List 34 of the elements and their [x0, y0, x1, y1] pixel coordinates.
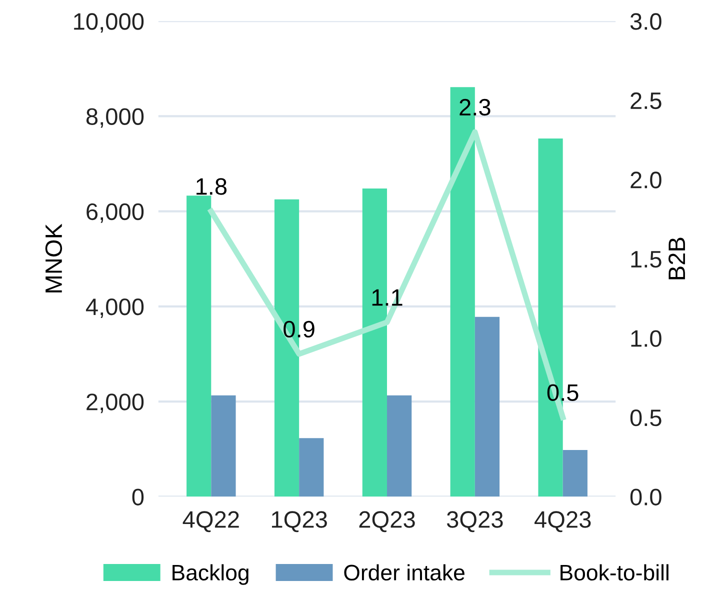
x-tick-label: 1Q23: [272, 511, 327, 532]
legend-label: Backlog: [172, 564, 248, 585]
data-label: 0.9: [284, 320, 314, 338]
y2-tick-label: 0.0: [630, 488, 662, 506]
y-tick-label: 4,000: [86, 298, 144, 318]
y2-tick-label: 2.0: [630, 172, 662, 188]
bar: [387, 395, 412, 497]
bar: [299, 438, 324, 497]
bar: [474, 316, 500, 497]
y-tick-label: 0: [132, 488, 144, 506]
y2-tick-label: 0.5: [630, 409, 662, 426]
data-label: 1.1: [372, 289, 402, 306]
y2-tick-label: 1.0: [631, 330, 662, 347]
y-axis-title: MNOK: [45, 224, 62, 292]
y-tick-label: 8,000: [86, 108, 144, 128]
legend-label: Book-to-bill: [560, 564, 668, 581]
data-label: 1.8: [196, 178, 227, 195]
bar: [211, 395, 236, 497]
y-tick-label: 2,000: [86, 394, 144, 414]
x-tick-label: 4Q23: [534, 511, 591, 532]
data-label: 2.3: [460, 98, 490, 116]
legend-label: Order intake: [344, 564, 464, 581]
bar: [186, 196, 212, 497]
x-tick-label: 2Q23: [359, 511, 415, 532]
x-tick-label: 4Q22: [182, 511, 239, 532]
y2-tick-label: 2.5: [630, 92, 662, 110]
y2-axis-title: B2B: [668, 238, 685, 280]
y2-tick-label: 3.0: [630, 13, 662, 30]
data-label: 0.5: [547, 384, 578, 401]
y-tick-label: 10,000: [74, 13, 144, 33]
bar: [562, 450, 588, 497]
y2-tick-label: 1.5: [631, 251, 662, 268]
x-tick-label: 3Q23: [446, 511, 503, 532]
y-tick-label: 6,000: [86, 203, 144, 223]
